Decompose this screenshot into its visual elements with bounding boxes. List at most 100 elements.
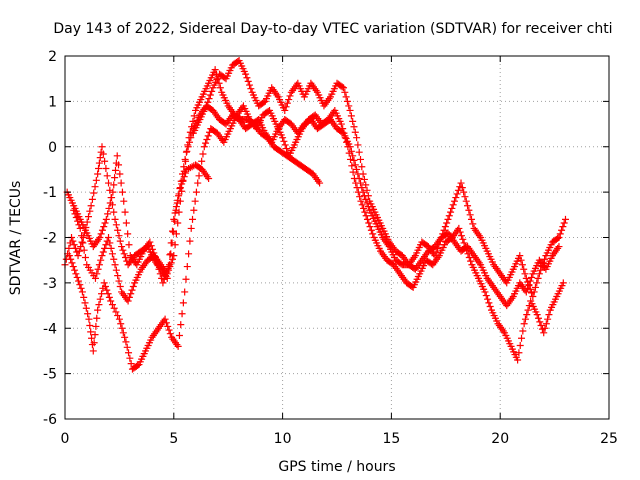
plus-marker <box>105 204 113 212</box>
plus-marker <box>95 261 103 269</box>
plus-marker <box>346 106 354 114</box>
plus-marker <box>533 311 541 319</box>
plus-marker <box>457 179 465 187</box>
y-tick-label: 0 <box>48 140 57 156</box>
plus-marker <box>88 334 96 342</box>
plus-marker <box>363 215 371 223</box>
plus-marker <box>362 195 370 203</box>
plus-marker <box>166 251 174 259</box>
plus-marker <box>524 284 532 292</box>
y-tick-label: -3 <box>43 276 57 292</box>
plus-marker <box>526 277 534 285</box>
plus-marker <box>345 102 353 110</box>
plus-marker <box>170 215 178 223</box>
plus-marker <box>456 228 464 236</box>
plus-marker <box>77 243 85 251</box>
plus-marker <box>112 308 120 316</box>
plus-marker <box>117 179 125 187</box>
plus-marker <box>111 174 119 182</box>
plus-marker <box>448 204 456 212</box>
plus-marker <box>91 331 99 339</box>
plus-marker <box>187 134 195 142</box>
plus-marker <box>554 234 562 242</box>
plus-marker <box>119 329 127 337</box>
plus-marker <box>183 147 191 155</box>
plus-marker <box>454 186 462 194</box>
plus-marker <box>86 207 94 215</box>
plus-marker <box>216 84 224 92</box>
plus-marker <box>174 219 182 227</box>
plus-marker <box>86 322 94 330</box>
plus-marker <box>455 224 463 232</box>
plus-marker <box>447 208 455 216</box>
plus-marker <box>87 202 95 210</box>
plus-marker <box>283 99 291 107</box>
plus-marker <box>107 297 115 305</box>
plus-marker <box>118 243 126 251</box>
plus-marker <box>97 230 105 238</box>
plus-marker <box>561 215 569 223</box>
plus-marker <box>170 252 178 260</box>
plus-marker <box>72 270 80 278</box>
plus-marker <box>191 197 199 205</box>
plus-marker <box>65 252 73 260</box>
plus-marker <box>215 79 223 87</box>
data-points <box>61 57 569 373</box>
plus-marker <box>182 157 190 165</box>
plus-marker <box>82 304 90 312</box>
plus-marker <box>121 208 129 216</box>
plus-marker <box>110 181 118 189</box>
plus-marker <box>111 261 119 269</box>
plus-marker <box>260 98 268 106</box>
plus-marker <box>281 141 289 149</box>
plus-marker <box>185 250 193 258</box>
plus-marker <box>101 219 109 227</box>
plus-marker <box>101 157 109 165</box>
plus-marker <box>348 162 356 170</box>
plus-marker <box>179 177 187 185</box>
plus-marker <box>104 290 112 298</box>
grid-lines <box>65 56 609 419</box>
plus-marker <box>101 283 109 291</box>
plus-marker <box>202 139 210 147</box>
plus-marker <box>464 202 472 210</box>
plus-marker <box>174 342 182 350</box>
plus-marker <box>461 193 469 201</box>
y-tick-label: -1 <box>43 185 57 201</box>
plus-marker <box>102 215 110 223</box>
plus-marker <box>544 315 552 323</box>
plus-marker <box>71 244 79 252</box>
plus-marker <box>560 219 568 227</box>
plus-marker <box>347 112 355 120</box>
plus-marker <box>316 179 324 187</box>
plus-marker <box>108 194 116 202</box>
plus-marker <box>286 92 294 100</box>
plus-marker <box>363 199 371 207</box>
plus-marker <box>518 334 526 342</box>
plus-marker <box>443 219 451 227</box>
axis-ticks: 0 5 10 15 20 25 -6 -5 -4 -3 -2 -1 0 1 2 <box>43 49 618 447</box>
plus-marker <box>205 175 213 183</box>
plus-marker <box>115 161 123 169</box>
plus-marker <box>179 299 187 307</box>
plus-marker <box>190 112 198 120</box>
plus-marker <box>124 297 132 305</box>
plus-marker <box>74 217 82 225</box>
plus-marker <box>71 266 79 274</box>
plus-marker <box>94 170 102 178</box>
plus-marker <box>100 279 108 287</box>
plus-marker <box>555 234 563 241</box>
y-tick-label: 2 <box>48 49 57 65</box>
plus-marker <box>449 201 457 209</box>
plus-marker <box>69 237 77 245</box>
chart-title: Day 143 of 2022, Sidereal Day-to-day VTE… <box>53 21 612 37</box>
plus-marker <box>161 315 169 323</box>
plus-marker <box>84 310 92 318</box>
plus-marker <box>95 301 103 309</box>
plus-marker <box>346 155 354 163</box>
plus-marker <box>91 274 99 282</box>
plus-marker <box>466 211 474 219</box>
plus-marker <box>281 106 289 114</box>
plus-marker <box>465 206 473 214</box>
plus-marker <box>147 242 155 250</box>
